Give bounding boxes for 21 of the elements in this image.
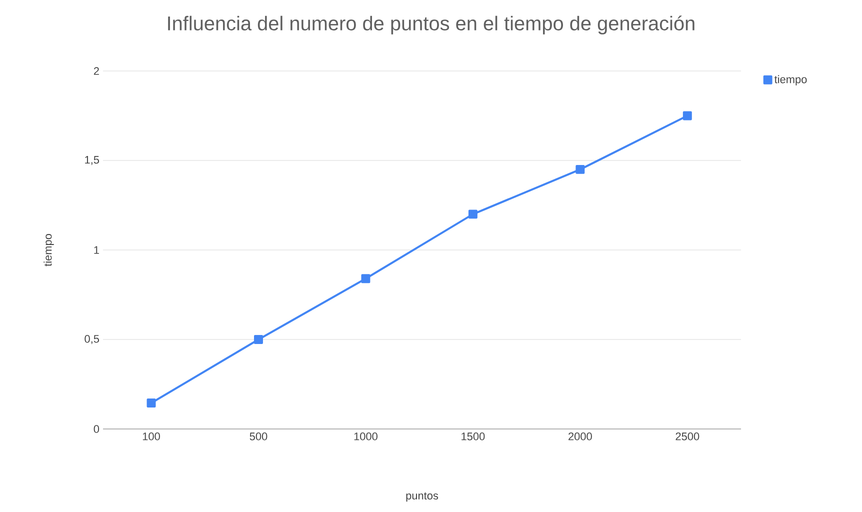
point <box>576 164 585 174</box>
x-tick-label: 500 <box>250 432 268 440</box>
x-tick-label: 2500 <box>676 432 700 440</box>
y-tick-label: 0,5 <box>84 334 100 344</box>
x-tick-label: 1500 <box>462 432 485 440</box>
point <box>146 398 156 408</box>
y-tick-label: 2 <box>94 67 99 75</box>
y-tick-label: 1,5 <box>85 156 100 165</box>
x-tick-label: 100 <box>142 432 160 440</box>
point <box>254 335 263 344</box>
point <box>468 210 478 219</box>
y-tick-label: 1 <box>94 246 99 254</box>
x-axis-title: puntos <box>406 492 438 502</box>
chart-title: Influencia del numero de puntos en el tiempo de generación <box>168 16 694 34</box>
x-tick-label: 2000 <box>568 432 592 440</box>
x-tick-label: 1000 <box>354 432 378 440</box>
y-tick-label: 0 <box>94 425 100 433</box>
point <box>682 111 692 120</box>
legend-label: tiempo <box>774 75 807 86</box>
point <box>361 274 370 284</box>
y-axis-title: tiempo <box>44 234 54 266</box>
